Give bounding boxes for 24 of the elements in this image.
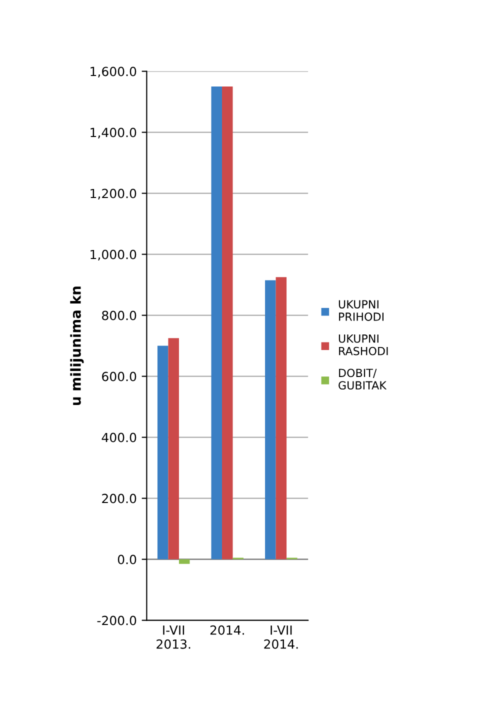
- x-tick-label: 2014.: [210, 625, 244, 635]
- y-tick-label: 0.0: [118, 554, 136, 564]
- y-tick-label: 1,200.0: [90, 188, 136, 200]
- bar: [222, 86, 233, 560]
- bar: [168, 338, 179, 560]
- y-tick-label: 800.0: [102, 310, 136, 320]
- y-tick-label: 1,400.0: [90, 128, 136, 139]
- bar: [265, 280, 276, 560]
- legend-label: UKUPNI RASHODI: [338, 334, 388, 356]
- bar: [157, 346, 168, 560]
- x-tick-label: I-VII 2013.: [156, 626, 190, 649]
- bar: [178, 559, 190, 564]
- y-tick-label: 400.0: [102, 432, 136, 442]
- y-tick-label: 200.0: [102, 494, 136, 504]
- bar: [211, 86, 222, 560]
- y-tick-label: 600.0: [102, 372, 136, 382]
- y-tick-label: 1,000.0: [90, 250, 136, 261]
- bar: [276, 277, 287, 560]
- legend-label: UKUPNI PRIHODI: [338, 300, 384, 321]
- y-tick-label: -200.0: [97, 616, 136, 626]
- y-axis-title: u milijunima kn: [70, 286, 84, 406]
- legend-label: DOBIT/ GUBITAK: [338, 368, 387, 390]
- y-tick-label: 1,600.0: [90, 66, 136, 78]
- x-tick-label: I-VII 2014.: [264, 626, 298, 649]
